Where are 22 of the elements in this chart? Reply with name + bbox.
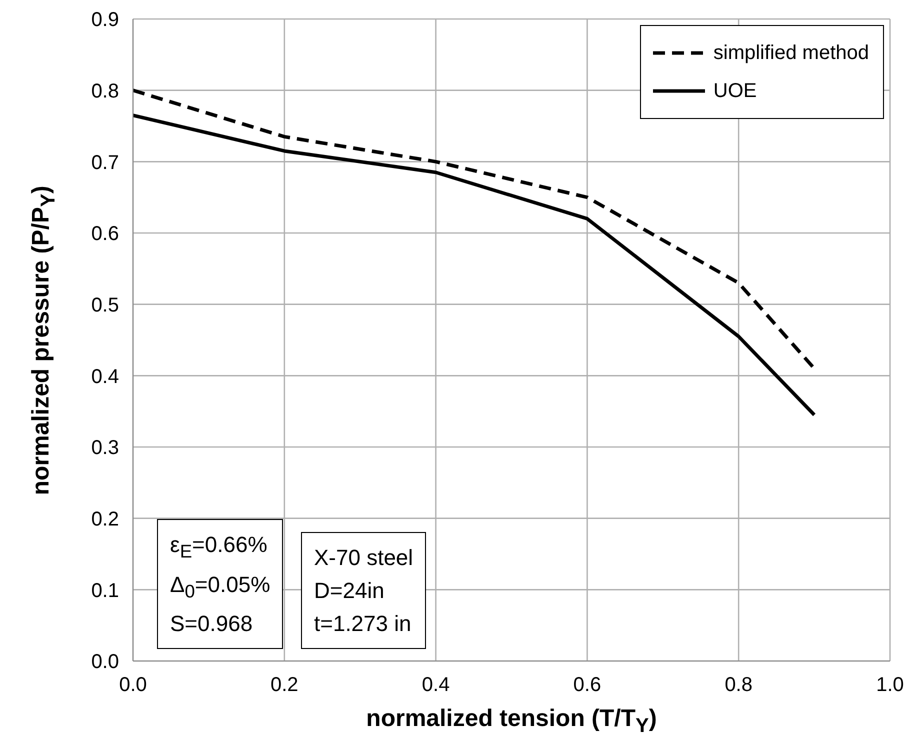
annotation: ε$_{E}$=0.66% Δ$_{0}$=0.05% S=0.968 — [170, 531, 270, 638]
y-tick-label: 0.8 — [91, 80, 119, 102]
y-tick-label: 0.9 — [91, 9, 119, 32]
y-tick-label: 0.7 — [91, 152, 119, 174]
y-tick-label: 0.0 — [91, 651, 119, 674]
legend-label: UOE — [713, 80, 757, 102]
legend-label: simplified method — [713, 42, 869, 64]
y-tick-label: 0.3 — [91, 437, 119, 460]
y-tick-label: 0.2 — [91, 508, 119, 530]
x-tick-label: 0.2 — [270, 674, 298, 696]
annotation: X-70 steel D=24in t=1.273 in — [314, 544, 414, 638]
x-tick-label: 0.6 — [573, 674, 602, 696]
x-tick-label: 0.0 — [119, 674, 147, 696]
y-tick-label: 0.6 — [91, 223, 119, 246]
x-axis-title: normalized tension (T/T$_{Y}$) — [365, 705, 658, 738]
y-tick-label: 0.5 — [91, 294, 119, 316]
x-tick-label: 1.0 — [876, 674, 904, 696]
x-tick-label: 0.4 — [422, 674, 450, 696]
y-tick-label: 0.4 — [91, 366, 119, 388]
x-tick-label: 0.8 — [724, 674, 753, 696]
line-series — [133, 114, 816, 417]
y-tick-label: 0.1 — [91, 580, 119, 602]
